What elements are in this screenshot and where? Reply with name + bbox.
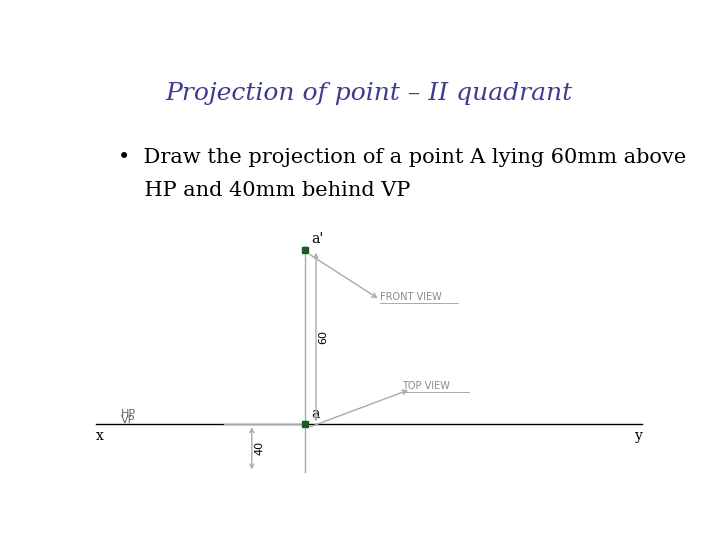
Text: 40: 40 [254,441,264,455]
Text: 60: 60 [318,330,328,344]
Text: Projection of point – II quadrant: Projection of point – II quadrant [166,83,572,105]
Text: VP: VP [121,415,135,426]
Text: FRONT VIEW: FRONT VIEW [380,292,442,302]
Text: y: y [634,429,642,443]
Text: •  Draw the projection of a point A lying 60mm above: • Draw the projection of a point A lying… [118,148,686,167]
Text: TOP VIEW: TOP VIEW [402,381,450,391]
Text: HP: HP [121,409,136,419]
Text: x: x [96,429,104,443]
Text: HP and 40mm behind VP: HP and 40mm behind VP [118,181,410,200]
Text: a: a [312,407,320,421]
Text: a': a' [312,232,324,246]
